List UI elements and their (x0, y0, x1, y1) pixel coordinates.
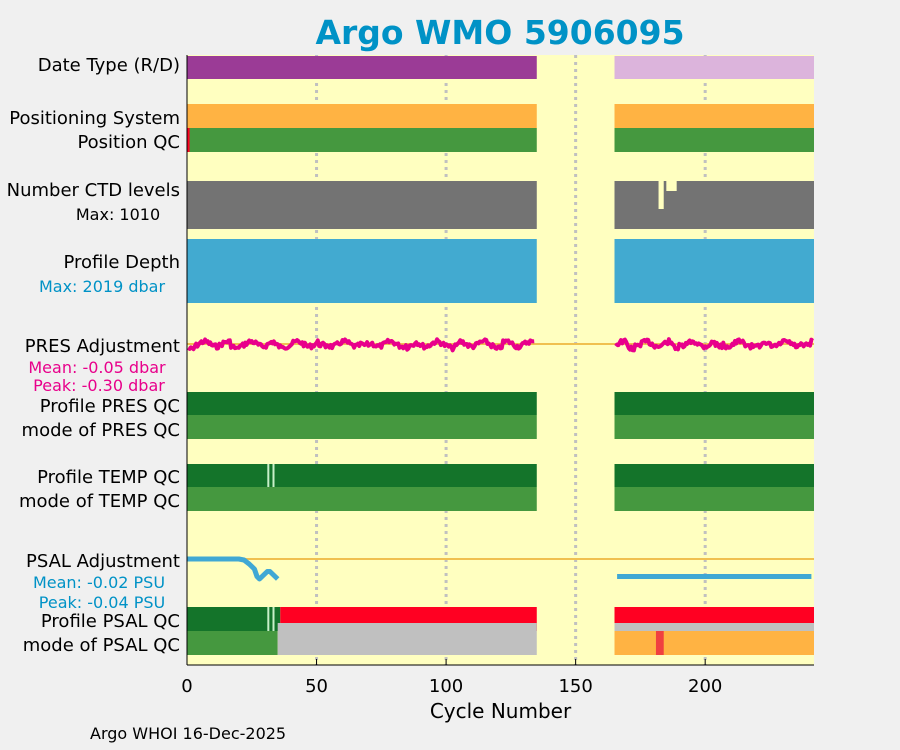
row-label-profile-pres-qc: Profile PRES QC (40, 396, 180, 417)
row-label-positioning: Positioning System (9, 108, 180, 129)
ctd-levels-bar-0 (187, 181, 537, 229)
row-label-mode-temp-qc: mode of TEMP QC (19, 491, 180, 512)
positioning-bar-0 (187, 104, 537, 128)
row-label-date-type: Date Type (R/D) (38, 55, 180, 76)
profile-pres-qc-bar-1 (614, 392, 814, 415)
position-qc-bad-0 (187, 128, 190, 152)
x-tick-label-50: 50 (305, 676, 328, 697)
ctd-levels-drop (658, 181, 664, 209)
psal-peak-annotation: Peak: -0.04 PSU (39, 593, 165, 612)
mode-temp-qc-bar-0 (187, 487, 537, 511)
x-tick-label-150: 150 (558, 676, 592, 697)
row-label-mode-psal-qc: mode of PSAL QC (23, 635, 180, 656)
mode-psal-qc-orange (614, 631, 814, 655)
mode-psal-qc-bad (655, 631, 664, 655)
psal-qc-light-0 (267, 607, 270, 631)
row-label-profile-temp-qc: Profile TEMP QC (37, 467, 180, 488)
date-type-bar-1 (614, 56, 814, 79)
position-qc-bar-0 (187, 128, 537, 152)
profile-psal-qc-gray-1 (614, 623, 814, 631)
profile-depth-bar-0 (187, 239, 537, 303)
ctd-levels-bar-1 (614, 181, 814, 229)
psal-mean-annotation: Mean: -0.02 PSU (33, 573, 165, 592)
depth-max-annotation: Max: 2019 dbar (39, 277, 165, 296)
row-label-mode-pres-qc: mode of PRES QC (22, 420, 180, 441)
chart-title: Argo WMO 5906095 (315, 13, 684, 52)
ctd-levels-step (666, 181, 677, 191)
pres-peak-annotation: Peak: -0.30 dbar (33, 376, 165, 395)
profile-temp-qc-bar-0 (187, 464, 537, 487)
pres-adjustment-series-0 (187, 337, 535, 353)
profile-psal-qc-gray-0 (277, 623, 537, 631)
row-label-profile-psal-qc: Profile PSAL QC (41, 611, 180, 632)
temp-qc-light-0 (267, 464, 270, 487)
positioning-bar-1 (614, 104, 814, 128)
footer-credit: Argo WHOI 16-Dec-2025 (90, 724, 287, 743)
x-tick-label-200: 200 (688, 676, 722, 697)
mode-temp-qc-bar-1 (614, 487, 814, 511)
row-label-psal-adj: PSAL Adjustment (26, 551, 180, 572)
pres-adjustment-series-1 (614, 337, 814, 353)
mode-psal-qc-gray (277, 631, 537, 655)
date-type-bar-0 (187, 56, 537, 79)
mode-pres-qc-bar-1 (614, 415, 814, 439)
row-label-position-qc: Position QC (77, 132, 180, 153)
position-qc-bar-1 (614, 128, 814, 152)
row-label-profile-depth: Profile Depth (63, 252, 180, 273)
pres-mean-annotation: Mean: -0.05 dbar (28, 358, 166, 377)
row-label-pres-adj: PRES Adjustment (25, 336, 180, 357)
row-label-ctd-levels: Number CTD levels (7, 180, 180, 201)
x-axis-label: Cycle Number (430, 699, 572, 723)
ctd-max-annotation: Max: 1010 (76, 205, 160, 224)
profile-psal-qc-good (187, 607, 281, 631)
psal-qc-light-1 (272, 607, 275, 631)
psal-adjustment-curve (187, 556, 280, 582)
x-tick-label-100: 100 (429, 676, 463, 697)
profile-temp-qc-bar-1 (614, 464, 814, 487)
plot-background (187, 55, 814, 665)
temp-qc-light-1 (272, 464, 275, 487)
profile-pres-qc-bar-0 (187, 392, 537, 415)
x-tick-label-0: 0 (181, 676, 192, 697)
profile-depth-bar-1 (614, 239, 814, 303)
mode-pres-qc-bar-0 (187, 415, 537, 439)
mode-psal-qc-good (187, 631, 278, 655)
